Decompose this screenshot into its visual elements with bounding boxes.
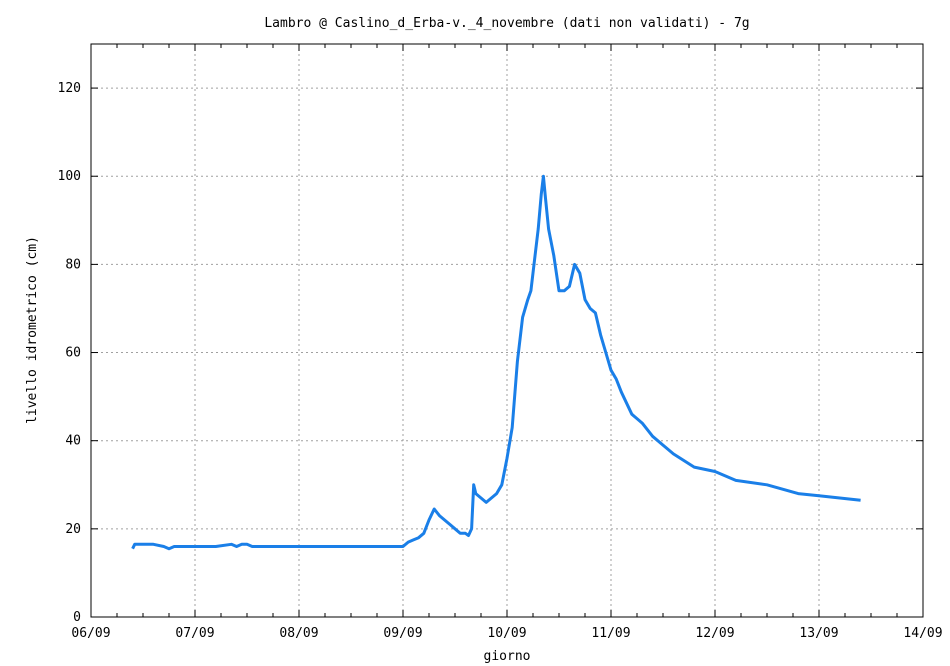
y-tick-label: 120 <box>58 81 81 96</box>
y-axis-label: livello idrometrico (cm) <box>25 236 40 424</box>
x-tick-label: 10/09 <box>487 626 526 641</box>
y-tick-label: 40 <box>65 434 81 449</box>
x-tick-label: 09/09 <box>383 626 422 641</box>
x-tick-label: 06/09 <box>71 626 110 641</box>
y-tick-label: 60 <box>65 346 81 361</box>
y-tick-label: 80 <box>65 257 81 272</box>
grid-lines <box>91 44 923 617</box>
y-axis-ticks: 0 20 40 60 80 100 120 <box>58 81 923 625</box>
x-axis-label: giorno <box>484 649 531 664</box>
x-axis-ticks: 06/09 07/09 08/09 09/09 10/09 11/09 12/09 13/09… <box>71 44 943 641</box>
x-tick-label: 08/09 <box>279 626 318 641</box>
chart-title: Lambro @ Caslino_d_Erba-v._4_novembre (d… <box>264 16 749 31</box>
y-tick-label: 20 <box>65 522 81 537</box>
series-line <box>131 174 861 551</box>
x-tick-label: 12/09 <box>695 626 734 641</box>
x-tick-label: 14/09 <box>903 626 942 641</box>
x-tick-label: 11/09 <box>591 626 630 641</box>
y-tick-label: 0 <box>73 610 81 625</box>
x-tick-label: 07/09 <box>175 626 214 641</box>
y-tick-label: 100 <box>58 169 81 184</box>
x-tick-label: 13/09 <box>799 626 838 641</box>
plot-frame <box>90 43 924 618</box>
